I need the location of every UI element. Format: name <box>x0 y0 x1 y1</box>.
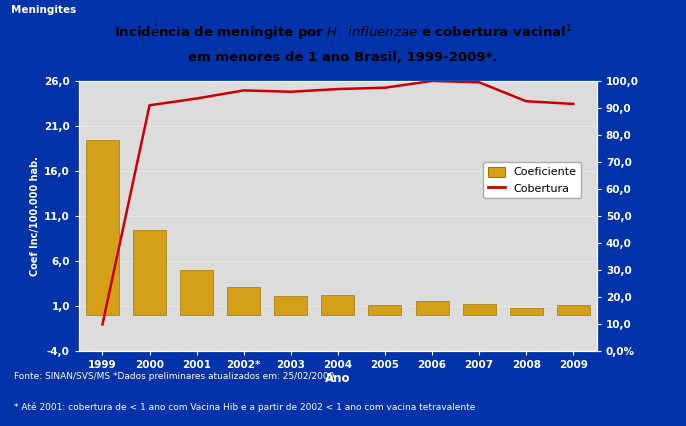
Text: Incid$\hat{e}$ncia de meningite por $\it{H.\ influenzae}$ e cobertura vacinal$^1: Incid$\hat{e}$ncia de meningite por $\it… <box>114 23 572 43</box>
Legend: Coeficiente, Cobertura: Coeficiente, Cobertura <box>484 162 581 198</box>
Text: em menores de 1 ano Brasil, 1999-2009*.: em menores de 1 ano Brasil, 1999-2009*. <box>188 51 498 64</box>
Bar <box>227 287 260 315</box>
Text: * Até 2001: cobertura de < 1 ano com Vacina Hib e a partir de 2002 < 1 ano com v: * Até 2001: cobertura de < 1 ano com Vac… <box>14 402 475 412</box>
Bar <box>368 305 401 315</box>
X-axis label: Ano: Ano <box>325 372 351 385</box>
Text: Fonte: SINAN/SVS/MS *Dados preliminares atualizados em: 25/02/2009: Fonte: SINAN/SVS/MS *Dados preliminares … <box>14 372 334 381</box>
Bar <box>180 271 213 315</box>
Bar <box>510 308 543 315</box>
Bar <box>462 304 495 315</box>
Bar <box>321 295 355 315</box>
Bar <box>274 296 307 315</box>
Text: Meningites: Meningites <box>11 5 76 14</box>
Bar <box>557 305 590 315</box>
Bar <box>86 140 119 315</box>
Y-axis label: Coef Inc/100.000 hab.: Coef Inc/100.000 hab. <box>30 156 40 276</box>
Bar <box>416 301 449 315</box>
Bar <box>133 230 166 315</box>
